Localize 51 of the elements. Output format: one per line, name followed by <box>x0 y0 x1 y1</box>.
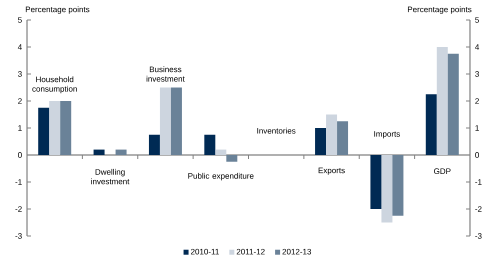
bar <box>436 47 448 155</box>
bar <box>94 150 105 155</box>
y2-tick-label: 2 <box>475 98 479 104</box>
y-tick-label: 4 <box>18 44 22 50</box>
bar <box>392 154 404 216</box>
y-tick-label: 0 <box>18 152 22 158</box>
x-tick-label: Household consumption <box>32 76 77 94</box>
bar <box>381 154 392 222</box>
bar <box>315 128 326 155</box>
y-tick-label: 2 <box>18 98 22 104</box>
x-tick-label: GDP <box>434 168 451 174</box>
y2-tick-label: 5 <box>475 17 479 23</box>
bar <box>448 54 459 155</box>
y2-tick-label: 1 <box>475 125 479 131</box>
x-tick-label: Dwelling investment <box>91 168 130 184</box>
bar <box>60 100 72 155</box>
bar <box>426 94 437 155</box>
y-tick-label: -1 <box>15 179 22 185</box>
y2-tick-label: 0 <box>475 152 479 158</box>
bar <box>148 134 160 155</box>
y-tick-label: -2 <box>15 206 22 212</box>
bar <box>215 150 226 155</box>
bar <box>49 100 60 155</box>
y-tick-label: 1 <box>18 125 22 131</box>
y2-tick-label: 3 <box>475 71 479 77</box>
bar <box>160 88 171 155</box>
bar <box>326 114 338 155</box>
bar <box>337 121 348 155</box>
legend-label: 2011-12 <box>236 248 265 254</box>
bar <box>38 108 50 155</box>
x-tick-label: Business investment <box>146 66 185 82</box>
y2-axis-title: Percentage points <box>408 6 472 14</box>
legend-label: 2012-13 <box>282 248 312 254</box>
y-tick-label: 5 <box>18 17 22 23</box>
bar <box>226 154 238 162</box>
y-axis-title: Percentage points <box>26 6 90 14</box>
bar <box>170 88 182 155</box>
bar <box>116 150 127 155</box>
x-tick-label: Imports <box>374 131 400 138</box>
x-tick-label: Public expenditure <box>188 172 254 180</box>
y-tick-label: 3 <box>18 71 22 77</box>
y2-tick-label: -2 <box>475 206 482 212</box>
x-tick-label: Inventories <box>257 128 296 134</box>
y-tick-label: -3 <box>15 233 22 239</box>
y2-tick-label: -1 <box>475 179 482 185</box>
legend-label: 2010-11 <box>190 248 219 254</box>
y2-tick-label: 4 <box>475 44 480 50</box>
y2-tick-label: -3 <box>475 233 482 239</box>
x-tick-label: Exports <box>318 168 345 175</box>
bar <box>204 134 216 155</box>
bar <box>370 154 382 209</box>
